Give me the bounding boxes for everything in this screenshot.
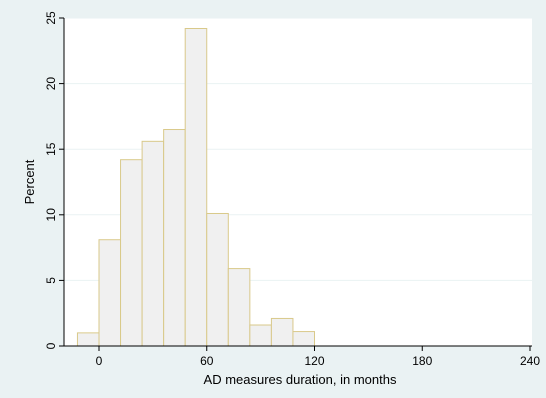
histogram-bar <box>227 268 251 347</box>
x-tick-label: 0 <box>96 354 103 368</box>
histogram-bar <box>249 324 272 347</box>
x-tick-label: 180 <box>412 354 432 368</box>
axes <box>63 18 532 347</box>
histogram-bar <box>292 331 316 347</box>
y-tick-label: 20 <box>44 77 58 91</box>
histogram-bar <box>206 212 229 347</box>
y-tick-label: 0 <box>44 342 58 349</box>
histogram-bar <box>141 140 165 347</box>
y-tick-label: 15 <box>44 142 58 156</box>
x-tick-label: 120 <box>304 354 324 368</box>
histogram-bar <box>76 332 100 347</box>
x-tick-label: 60 <box>200 354 214 368</box>
y-tick-label: 10 <box>44 208 58 222</box>
histogram-bar <box>270 317 294 347</box>
histogram-bar <box>184 27 208 347</box>
histogram-bar <box>163 129 186 347</box>
x-ticks: 0 60 120 180 240 <box>96 346 540 368</box>
histogram-bar <box>98 239 122 347</box>
x-tick-label: 240 <box>520 354 540 368</box>
y-tick-label: 5 <box>44 277 58 284</box>
y-tick-label: 25 <box>44 11 58 25</box>
y-ticks: 0 5 10 15 20 25 <box>44 11 64 349</box>
y-axis-label: Percent <box>22 159 37 204</box>
histogram-bar <box>120 159 143 347</box>
x-axis-label: AD measures duration, in months <box>204 372 397 387</box>
